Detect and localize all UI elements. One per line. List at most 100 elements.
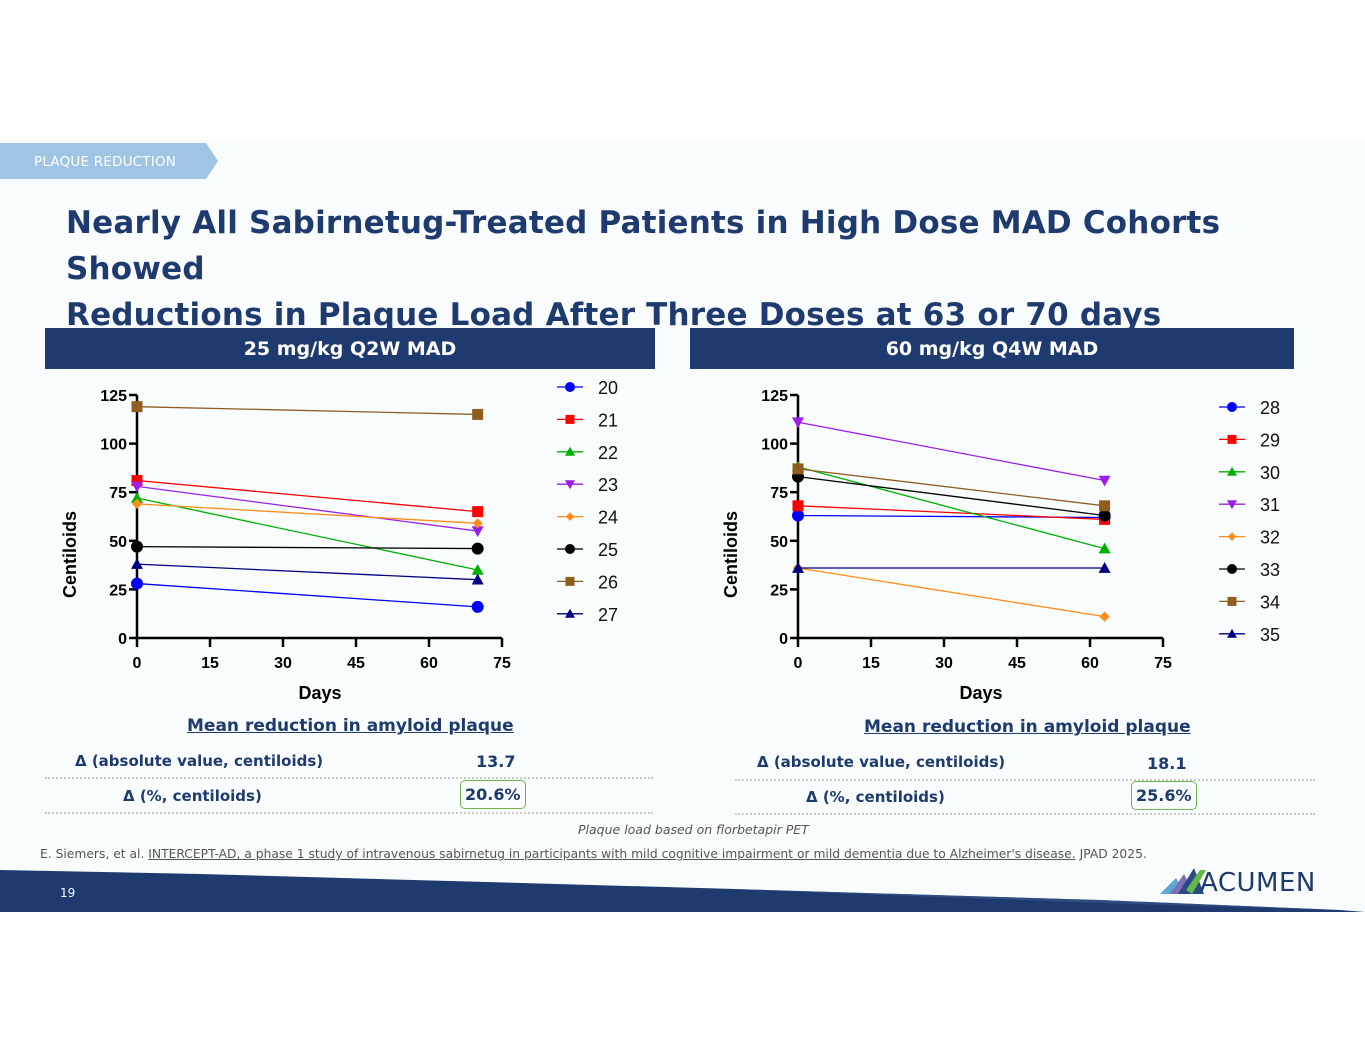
series-line xyxy=(797,468,1105,507)
x-tick-label: 30 xyxy=(274,655,292,672)
page-number: 19 xyxy=(60,886,76,900)
legend-item: 22 xyxy=(557,443,618,463)
legend-label: 22 xyxy=(598,443,618,463)
legend-label: 33 xyxy=(1260,560,1280,580)
y-axis-label: Centiloids xyxy=(721,511,741,598)
mean-reduction-title-right: Mean reduction in amyloid plaque xyxy=(864,717,1191,737)
x-tick-label: 0 xyxy=(133,655,142,672)
charts-canvas: 0 25 50 75 100 125 0 15 30 45 60 75 Days Centiloids 20… xyxy=(60,378,1280,703)
abs-value-right: 18.1 xyxy=(1147,754,1187,773)
series-line xyxy=(136,406,478,416)
legend-item: 35 xyxy=(1219,625,1280,645)
logo-text: ACUMEN xyxy=(1200,868,1316,898)
legend-item: 29 xyxy=(1219,430,1280,450)
series-line xyxy=(136,503,478,524)
x-tick-label: 15 xyxy=(862,655,880,672)
series-line xyxy=(797,476,1105,517)
series-23 xyxy=(131,481,484,538)
y-tick-label: 25 xyxy=(109,582,127,599)
series-28 xyxy=(792,509,1111,524)
data-point xyxy=(131,540,143,553)
data-point xyxy=(472,518,483,529)
citation: E. Siemers, et al. INTERCEPT-AD, a phase… xyxy=(40,847,1147,861)
data-point xyxy=(131,577,143,590)
legend-marker xyxy=(565,512,575,521)
y-tick-label: 75 xyxy=(109,485,127,502)
series-line xyxy=(136,485,478,532)
legend-marker xyxy=(565,576,575,586)
legend-item: 21 xyxy=(557,410,618,430)
slide-background xyxy=(0,140,1365,912)
citation-authors: E. Siemers, et al. xyxy=(40,847,149,861)
legend-label: 35 xyxy=(1260,625,1280,645)
legend-marker xyxy=(565,544,575,554)
legend-label: 29 xyxy=(1260,430,1280,450)
series-32 xyxy=(792,562,1110,622)
abs-value-left: 13.7 xyxy=(476,752,516,771)
chart-1: 0 25 50 75 100 125 0 15 30 45 60 75 Days Centiloids 20… xyxy=(60,378,618,703)
legend-label: 31 xyxy=(1260,495,1280,515)
x-tick-label: 30 xyxy=(935,655,953,672)
x-tick-label: 75 xyxy=(1154,655,1172,672)
data-point xyxy=(792,509,804,522)
y-tick-label: 125 xyxy=(761,388,788,405)
legend-item: 31 xyxy=(1219,495,1280,515)
series-26 xyxy=(131,401,484,420)
y-tick-label: 100 xyxy=(100,437,127,454)
data-point xyxy=(131,481,143,493)
legend-marker xyxy=(1227,564,1237,574)
y-tick-label: 125 xyxy=(100,388,127,405)
legend-item: 23 xyxy=(557,475,618,495)
x-tick-label: 45 xyxy=(1008,655,1026,672)
legend-marker xyxy=(1227,434,1237,444)
legend-label: 27 xyxy=(598,605,618,625)
y-tick-label: 50 xyxy=(770,534,788,551)
section-tag-arrow xyxy=(0,143,218,179)
x-tick-label: 60 xyxy=(420,655,438,672)
citation-link[interactable]: INTERCEPT-AD, a phase 1 study of intrave… xyxy=(148,847,1076,861)
series-31 xyxy=(792,417,1111,487)
citation-journal: JPAD 2025. xyxy=(1075,847,1147,861)
caption: Plaque load based on florbetapir PET xyxy=(578,822,809,837)
legend-item: 26 xyxy=(557,572,618,592)
legend-item: 32 xyxy=(1219,528,1280,548)
series-21 xyxy=(131,475,484,518)
series-35 xyxy=(792,562,1111,573)
legend-marker xyxy=(1227,532,1237,541)
footer-band xyxy=(0,870,1365,912)
data-point xyxy=(1099,611,1110,622)
legend-item: 34 xyxy=(1219,592,1280,612)
series-25 xyxy=(131,540,484,555)
data-point xyxy=(1098,509,1111,522)
data-point xyxy=(1098,562,1111,573)
y-axis-label: Centiloids xyxy=(60,511,80,598)
legend-item: 20 xyxy=(557,378,618,398)
legend-item: 24 xyxy=(557,508,618,528)
data-point xyxy=(131,492,143,503)
legend-label: 32 xyxy=(1260,528,1280,548)
legend-marker xyxy=(1227,466,1237,476)
series-29 xyxy=(792,500,1111,525)
divider xyxy=(735,779,1315,781)
legend-marker xyxy=(1227,500,1237,510)
series-22 xyxy=(131,492,484,575)
pct-value-right: 25.6% xyxy=(1131,781,1197,810)
legend-label: 21 xyxy=(598,410,618,430)
series-line xyxy=(136,479,478,513)
legend-item: 27 xyxy=(557,605,618,625)
acumen-logo-icon xyxy=(1160,868,1206,894)
pct-value-left: 20.6% xyxy=(460,780,526,809)
panel-header-60mg: 60 mg/kg Q4W MAD xyxy=(690,328,1294,369)
data-point xyxy=(471,542,484,555)
legend-marker xyxy=(565,446,575,456)
abs-label-right: Δ (absolute value, centiloids) xyxy=(757,753,1006,771)
series-line xyxy=(797,421,1105,482)
x-tick-label: 45 xyxy=(347,655,365,672)
data-point xyxy=(472,506,484,518)
divider xyxy=(45,812,653,814)
series-27 xyxy=(131,558,484,585)
data-point xyxy=(1099,500,1111,512)
legend-marker xyxy=(1227,596,1237,606)
x-axis-label: Days xyxy=(298,683,341,703)
data-point xyxy=(471,573,484,585)
